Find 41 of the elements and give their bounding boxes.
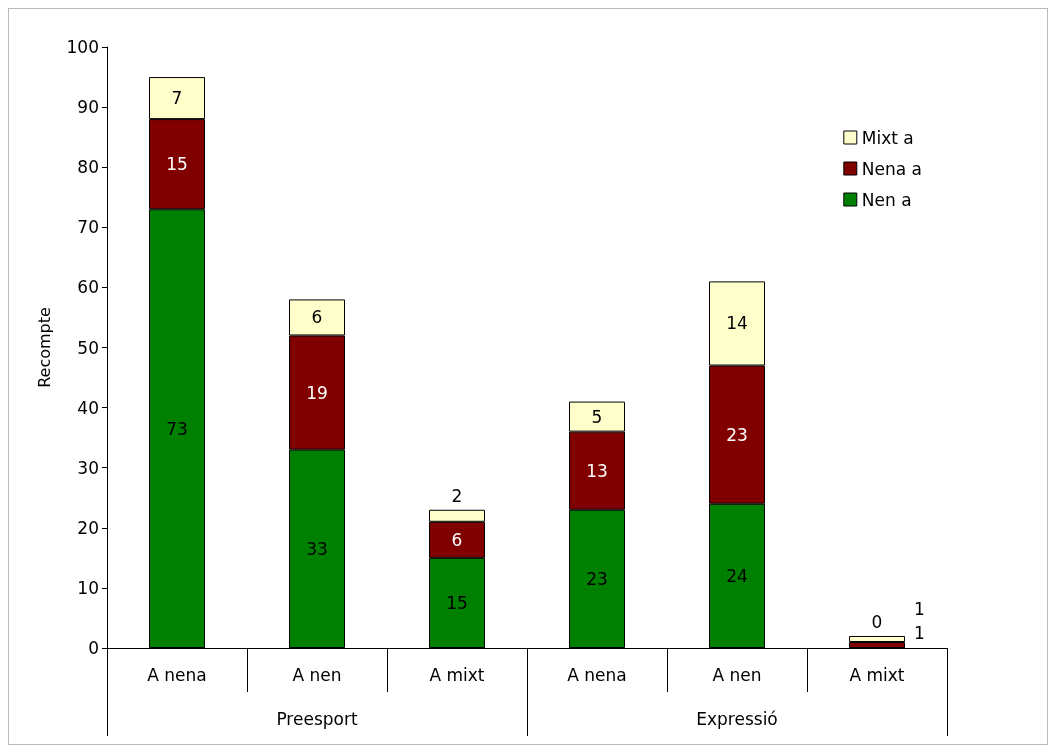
y-tick-label: 60: [77, 277, 99, 298]
data-label: 15: [446, 592, 468, 613]
data-label: 19: [306, 382, 328, 403]
data-label: 15: [166, 154, 188, 175]
data-label: 1: [914, 598, 925, 619]
x-tick-label: A nen: [292, 664, 342, 685]
x-tick-label: A nen: [712, 664, 762, 685]
text: Preesport: [276, 708, 358, 729]
data-label: 14: [726, 313, 748, 334]
y-tick-label: 30: [77, 457, 99, 478]
x-tick-label: A mixt: [429, 664, 485, 685]
legend-label: Mixt a: [861, 127, 914, 148]
y-tick-label: 50: [77, 337, 99, 358]
data-label: 13: [586, 460, 608, 481]
data-label: 7: [171, 88, 183, 109]
text: Expressió: [696, 708, 778, 729]
y-tick-label: 40: [77, 397, 99, 418]
x-tick-label: A mixt: [849, 664, 905, 685]
data-label: 23: [586, 568, 608, 589]
y-tick-label: 10: [77, 577, 99, 598]
y-tick-label: 80: [77, 157, 99, 178]
y-tick-label: 70: [77, 217, 99, 238]
y-tick-label: 20: [77, 517, 99, 538]
data-label: 73: [166, 418, 188, 439]
legend-label: Nena a: [861, 158, 923, 179]
data-label: 2: [451, 486, 463, 507]
data-label: 23: [726, 424, 748, 445]
data-label: 6: [311, 307, 323, 328]
x-tick-label: A nena: [567, 664, 627, 685]
legend-label: Nen a: [861, 189, 912, 210]
y-tick-label: 90: [77, 97, 99, 118]
data-label: 0: [871, 612, 883, 632]
data-label: 1: [914, 622, 925, 643]
y-tick-label: 0: [88, 638, 99, 658]
y-tick-label: 100: [66, 37, 99, 57]
data-label: 6: [451, 529, 463, 550]
data-label: 24: [726, 565, 748, 586]
data-label: 33: [306, 538, 328, 559]
x-tick-label: A nena: [147, 664, 207, 685]
y-axis-title: Recompte: [34, 307, 54, 388]
data-label: 5: [591, 406, 603, 427]
